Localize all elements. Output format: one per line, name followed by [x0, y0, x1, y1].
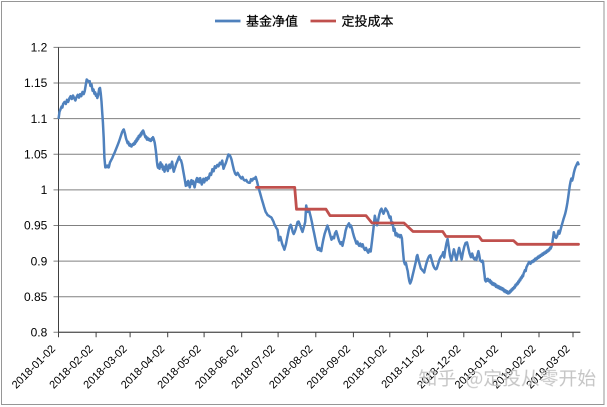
svg-text:1.2: 1.2	[31, 41, 48, 55]
svg-text:0.85: 0.85	[24, 290, 48, 304]
svg-text:0.9: 0.9	[31, 254, 48, 268]
svg-text:1.1: 1.1	[31, 112, 48, 126]
svg-text:1.15: 1.15	[24, 76, 48, 90]
svg-text:0.95: 0.95	[24, 219, 48, 233]
svg-text:0.8: 0.8	[31, 326, 48, 340]
svg-text:1: 1	[41, 183, 48, 197]
svg-text:1.05: 1.05	[24, 147, 48, 161]
